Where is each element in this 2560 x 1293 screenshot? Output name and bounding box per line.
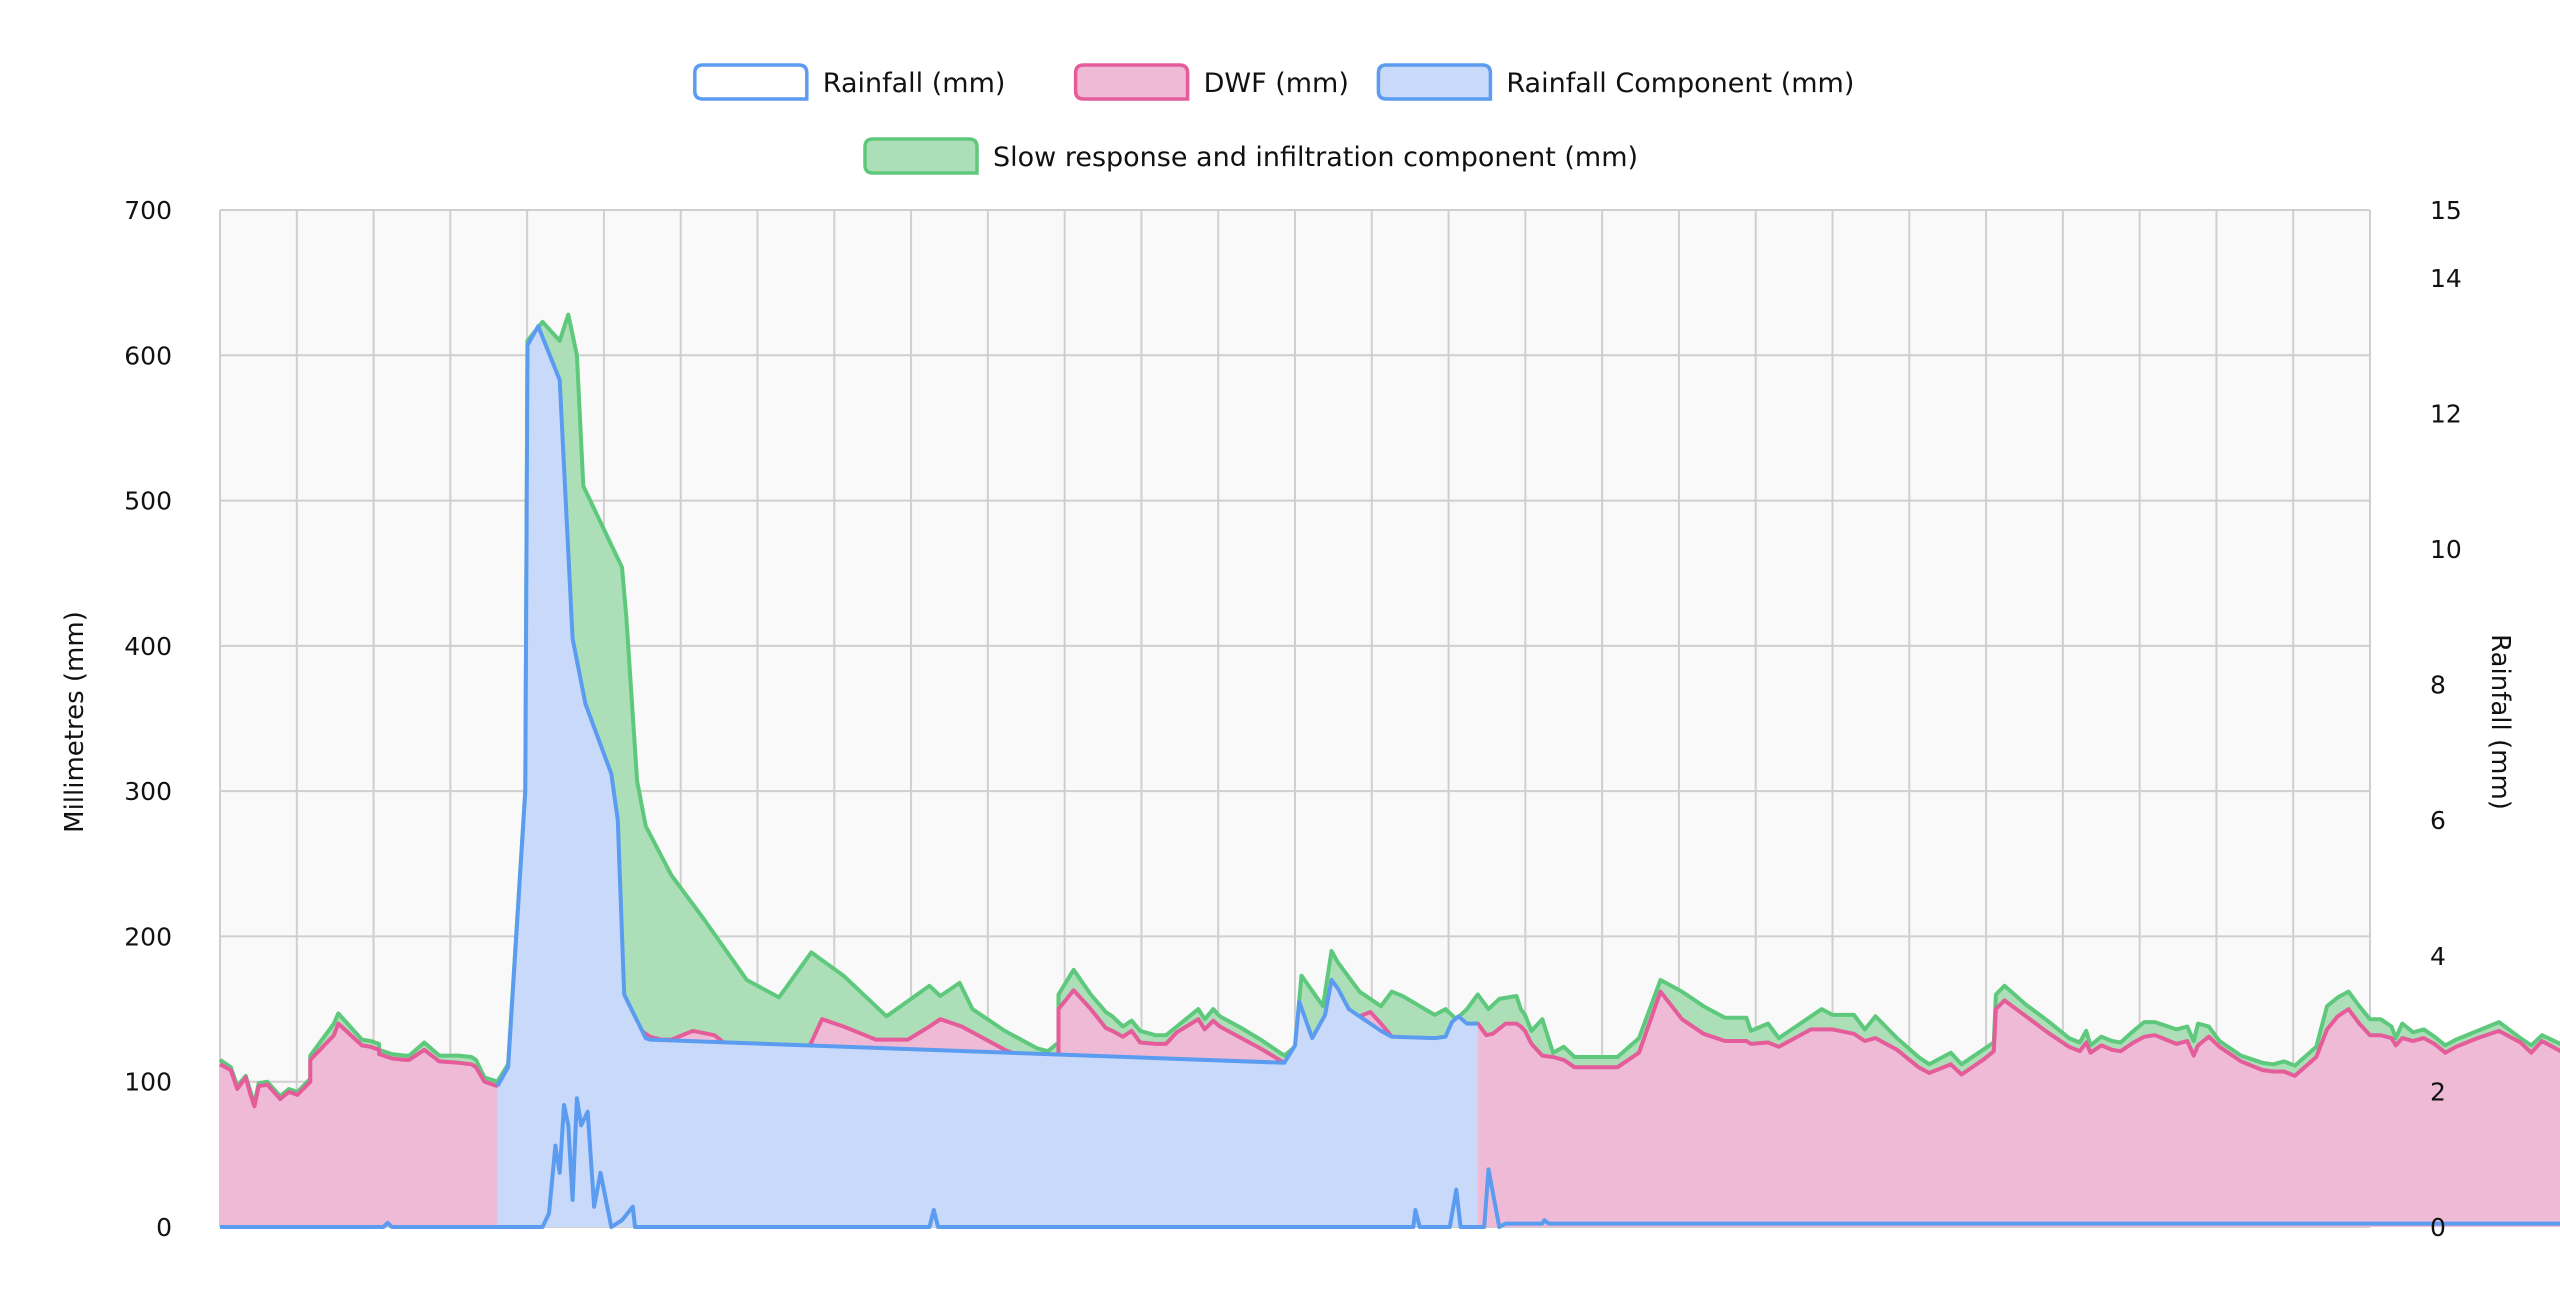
- right-tick-label: 10: [2430, 535, 2462, 564]
- right-tick-label: 4: [2430, 942, 2446, 971]
- legend-swatch: [693, 63, 809, 101]
- left-tick-label: 400: [124, 632, 172, 661]
- left-axis-ticks: 0 100 200 300 400 500 600 700: [124, 196, 172, 1242]
- legend-label: Rainfall (mm): [823, 68, 1006, 99]
- right-tick-label: 2: [2430, 1077, 2446, 1106]
- right-tick-label: 15: [2430, 196, 2462, 225]
- left-tick-label: 300: [124, 777, 172, 806]
- right-tick-label: 0: [2430, 1213, 2446, 1242]
- left-tick-label: 500: [124, 487, 172, 516]
- legend-label: Rainfall Component (mm): [1506, 68, 1854, 99]
- rainfall-component-mm-area: [497, 326, 1478, 1227]
- legend-swatch: [1073, 63, 1190, 101]
- slow-response-and-infiltration-component-mm-area: [220, 314, 2560, 1227]
- left-axis-title: Millimetres (mm): [60, 611, 90, 833]
- legend-swatch: [1376, 63, 1493, 101]
- legend-label: DWF (mm): [1204, 68, 1349, 99]
- right-tick-label: 8: [2430, 671, 2446, 700]
- rainfall-mm-line: [220, 1096, 2560, 1229]
- rainfall-component-mm-line: [495, 324, 1478, 1088]
- right-tick-label: 14: [2430, 264, 2462, 293]
- left-tick-label: 700: [124, 196, 172, 225]
- right-tick-label: 12: [2430, 399, 2462, 428]
- right-tick-label: 6: [2430, 806, 2446, 835]
- left-tick-label: 100: [124, 1068, 172, 1097]
- legend-label: Slow response and infiltration component…: [993, 142, 1638, 173]
- left-tick-label: 600: [124, 341, 172, 370]
- right-axis-ticks: 0 2 4 6 8 10 12 14 15: [2430, 196, 2462, 1242]
- left-tick-label: 0: [156, 1213, 172, 1242]
- legend-swatch: [863, 137, 979, 175]
- series-areas: [218, 312, 2560, 1229]
- left-tick-label: 200: [124, 922, 172, 951]
- legend: Rainfall (mm) DWF (mm) Rainfall Component …: [693, 63, 1854, 175]
- right-axis-title: Rainfall (mm): [2485, 634, 2515, 810]
